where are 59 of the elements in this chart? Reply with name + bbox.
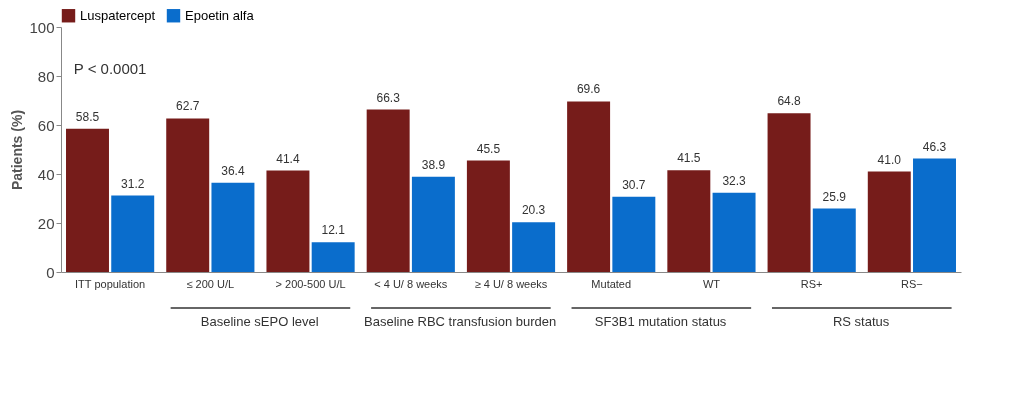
data-label: 41.5 xyxy=(677,151,701,166)
text: Baseline RBC transfusion burden xyxy=(364,314,557,329)
data-label: 30.7 xyxy=(622,177,646,192)
x-tick-label: Mutated xyxy=(591,277,632,290)
text: Baseline sEPO level xyxy=(200,314,319,329)
data-label: 32.3 xyxy=(722,173,747,188)
bar xyxy=(512,222,556,272)
data-label: 69.6 xyxy=(576,82,601,97)
data-label: 46.3 xyxy=(922,139,947,154)
data-label: 38.9 xyxy=(421,157,446,172)
bar xyxy=(812,208,856,272)
data-label: 66.3 xyxy=(376,90,401,105)
legend-label: Luspatercept xyxy=(80,7,156,23)
y-tick-label: 20 xyxy=(37,214,55,232)
bar xyxy=(366,109,410,272)
bar xyxy=(411,176,455,272)
y-tick-label: 40 xyxy=(37,165,55,183)
y-tick-label: 100 xyxy=(29,18,55,36)
x-tick-label: WT xyxy=(702,277,721,290)
data-label: 64.8 xyxy=(777,94,802,109)
data-label: 12.1 xyxy=(321,223,346,238)
x-tick-label: ≤ 200 U/L xyxy=(186,277,235,290)
x-tick-label: ≥ 4 U/ 8 weeks xyxy=(474,277,548,290)
data-label: 41.4 xyxy=(276,151,300,166)
data-label: 36.4 xyxy=(221,163,245,178)
bar xyxy=(667,170,711,272)
bar xyxy=(466,160,510,272)
x-tick-label: RS+ xyxy=(800,277,823,290)
bar xyxy=(211,182,255,272)
text: SF3B1 mutation status xyxy=(594,314,727,329)
x-tick-label: RS− xyxy=(901,277,923,290)
data-label: 25.9 xyxy=(822,189,847,204)
legend-label: Epoetin alfa xyxy=(185,7,255,23)
bar xyxy=(867,171,911,272)
x-tick-label: ITT population xyxy=(75,277,146,290)
data-label: 45.5 xyxy=(476,141,501,156)
data-label: 41.0 xyxy=(877,152,902,167)
y-tick-label: 0 xyxy=(46,263,55,281)
text: RS status xyxy=(832,314,890,329)
x-tick-label: < 4 U/ 8 weeks xyxy=(374,277,448,290)
bar xyxy=(111,195,155,272)
bar xyxy=(767,113,811,272)
data-label: 62.7 xyxy=(176,99,200,114)
bar xyxy=(612,196,656,272)
bar xyxy=(913,158,956,272)
y-tick-label: 80 xyxy=(37,67,55,85)
bar xyxy=(266,170,310,272)
bar xyxy=(712,192,756,272)
data-label: 20.3 xyxy=(521,203,546,218)
y-tick-label: 60 xyxy=(37,116,55,134)
bar xyxy=(567,101,611,272)
bar xyxy=(311,242,355,272)
bar xyxy=(66,128,109,272)
data-label: 58.5 xyxy=(75,109,100,124)
annotation: P < 0.0001 xyxy=(73,60,147,77)
x-tick-label: > 200-500 U/L xyxy=(275,277,346,290)
y-axis-title: Patients (%) xyxy=(9,109,26,191)
data-label: 31.2 xyxy=(121,176,145,191)
bar xyxy=(166,118,210,272)
